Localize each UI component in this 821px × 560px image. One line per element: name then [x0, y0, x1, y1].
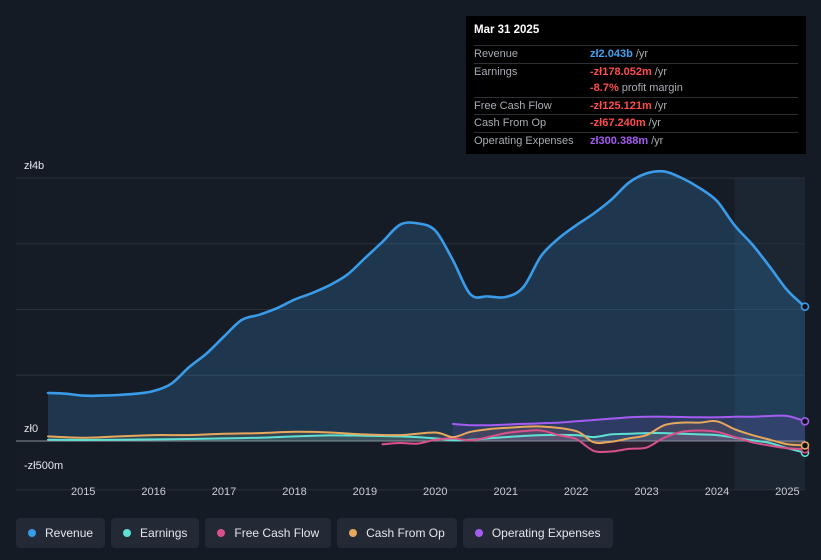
tooltip-unit: profit margin — [621, 82, 683, 95]
legend-dot-icon — [349, 529, 358, 537]
tooltip-value: -zł67.240m — [590, 117, 646, 130]
end-marker-operating-expenses — [800, 416, 810, 426]
end-marker-cash-from-op — [800, 441, 810, 450]
tooltip-label: Earnings — [474, 65, 518, 78]
tooltip-value: -zł125.121m — [590, 99, 652, 112]
hover-tooltip: Mar 31 2025 Revenue zł2.043b /yr Earning… — [466, 16, 806, 154]
line-operating-expenses — [451, 414, 806, 427]
legend-item-cash-from-op[interactable]: Cash From Op — [337, 518, 457, 548]
series-end-markers — [800, 302, 810, 458]
legend-dot-icon — [474, 529, 483, 537]
chart-legend: Revenue Earnings Free Cash Flow Cash Fro… — [16, 518, 613, 548]
tooltip-date: Mar 31 2025 — [474, 24, 540, 36]
y-tick-label-top: zł4b — [24, 160, 45, 172]
x-tick-label: 2023 — [634, 486, 658, 498]
x-tick-label: 2024 — [705, 486, 729, 498]
legend-item-earnings[interactable]: Earnings — [111, 518, 200, 548]
tooltip-row-revenue: Revenue zł2.043b /yr — [474, 45, 798, 63]
x-tick-label: 2016 — [141, 486, 165, 498]
x-tick-label: 2017 — [212, 486, 236, 498]
series-lines — [46, 169, 807, 454]
tooltip-row-operating-expenses: Operating Expenses zł300.388m /yr — [474, 131, 798, 150]
line-cash-from-op — [47, 420, 806, 447]
x-tick-label: 2018 — [282, 486, 306, 498]
y-tick-label-bottom: -zł500m — [24, 460, 64, 472]
area-earnings — [48, 433, 805, 453]
tooltip-unit: /yr — [635, 48, 649, 61]
forecast-shade — [734, 178, 805, 490]
plot-background — [16, 178, 805, 490]
tooltip-row-profit-margin: -8.7% profit margin — [474, 80, 798, 97]
tooltip-unit: /yr — [654, 99, 667, 112]
tooltip-value: zł2.043b — [590, 48, 633, 61]
legend-label: Free Cash Flow — [234, 526, 320, 540]
legend-label: Revenue — [45, 526, 94, 540]
x-tick-label: 2021 — [493, 486, 517, 498]
tooltip-label: Revenue — [474, 48, 519, 61]
legend-dot-icon — [123, 529, 132, 537]
x-tick-label: 2025 — [775, 486, 799, 498]
x-tick-label: 2015 — [71, 486, 95, 498]
end-marker-revenue — [800, 302, 810, 311]
line-revenue — [46, 169, 807, 398]
tooltip-value: -8.7% — [590, 82, 619, 95]
legend-item-operating-expenses[interactable]: Operating Expenses — [462, 518, 613, 548]
x-tick-label: 2019 — [353, 486, 377, 498]
x-tick-label: 2022 — [564, 486, 588, 498]
legend-dot-icon — [28, 529, 36, 537]
tooltip-label: Operating Expenses — [474, 134, 574, 147]
tooltip-row-earnings: Earnings -zł178.052m /yr — [474, 62, 798, 81]
tooltip-row-cash-from-op: Cash From Op -zł67.240m /yr — [474, 114, 798, 132]
gridlines — [16, 177, 805, 491]
line-earnings — [47, 432, 806, 454]
legend-label: Operating Expenses — [491, 526, 601, 540]
tooltip-row-free-cash-flow: Free Cash Flow -zł125.121m /yr — [474, 96, 798, 115]
tooltip-value: -zł178.052m — [590, 65, 652, 78]
legend-item-revenue[interactable]: Revenue — [16, 518, 106, 548]
legend-label: Cash From Op — [366, 526, 445, 540]
tooltip-unit: /yr — [651, 134, 664, 147]
tooltip-unit: /yr — [654, 65, 667, 78]
tooltip-unit: /yr — [648, 117, 661, 130]
y-tick-label-zero: zł0 — [24, 423, 39, 435]
x-tick-label: 2020 — [423, 486, 447, 498]
area-revenue — [48, 171, 805, 441]
tooltip-label: Cash From Op — [474, 117, 547, 130]
x-axis-tick-labels: 2015 2016 2017 2018 2019 2020 2021 2022 2023 2024… — [71, 486, 800, 498]
tooltip-value: zł300.388m — [590, 134, 649, 147]
line-free-cash-flow — [381, 429, 806, 454]
area-free-cash-flow — [382, 430, 805, 453]
legend-label: Earnings — [140, 526, 188, 540]
legend-item-free-cash-flow[interactable]: Free Cash Flow — [205, 518, 332, 548]
legend-dot-icon — [217, 529, 226, 537]
tooltip-label: Free Cash Flow — [474, 99, 552, 112]
